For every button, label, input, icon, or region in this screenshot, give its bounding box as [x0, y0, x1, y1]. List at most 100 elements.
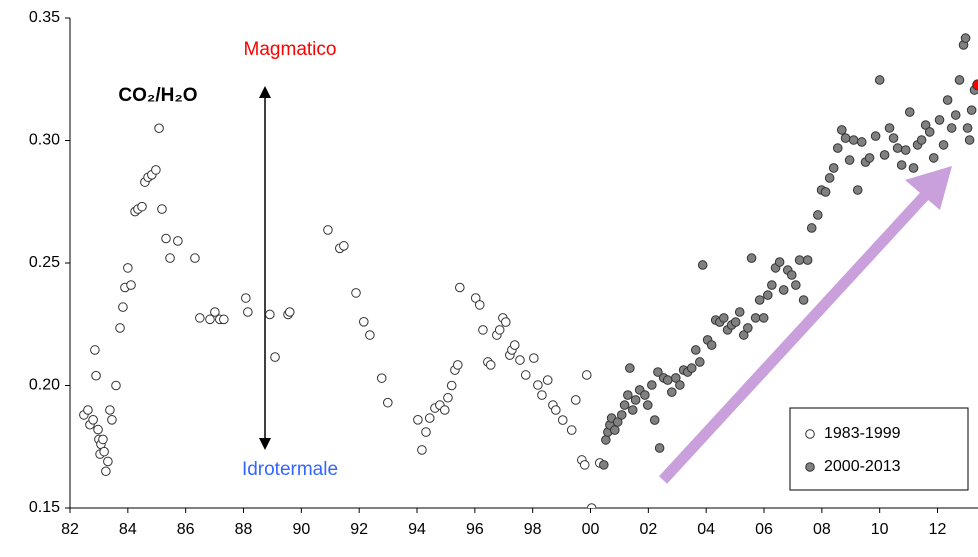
- point: [647, 380, 657, 390]
- point: [730, 317, 741, 327]
- point: [802, 255, 813, 265]
- x-tick-label: 04: [697, 521, 715, 538]
- point: [339, 241, 349, 251]
- point: [832, 143, 843, 153]
- point: [579, 460, 590, 470]
- point: [323, 225, 333, 235]
- annotation: CO₂/H₂O: [118, 85, 197, 106]
- point: [966, 105, 977, 115]
- point: [241, 293, 251, 303]
- point: [675, 380, 685, 390]
- point: [93, 424, 103, 435]
- point: [601, 435, 611, 445]
- point: [879, 150, 890, 160]
- point: [284, 307, 295, 317]
- point: [118, 302, 128, 312]
- point: [105, 405, 115, 415]
- point: [137, 201, 147, 212]
- point: [630, 395, 641, 405]
- point: [83, 405, 93, 415]
- point: [509, 340, 520, 350]
- point: [904, 107, 915, 117]
- point: [446, 380, 457, 391]
- point: [570, 395, 581, 405]
- point: [581, 370, 592, 380]
- point: [928, 153, 939, 163]
- legend-label: 1983-1999: [824, 425, 901, 442]
- point: [529, 353, 539, 363]
- point: [485, 360, 496, 370]
- point: [107, 415, 117, 425]
- x-tick-label: 88: [235, 521, 253, 538]
- point: [824, 173, 835, 183]
- point: [946, 123, 957, 133]
- point: [892, 143, 903, 153]
- point: [619, 400, 630, 410]
- point: [99, 446, 109, 457]
- point: [90, 345, 100, 355]
- legend-marker: [805, 462, 815, 472]
- point: [424, 413, 435, 423]
- y-tick-label: 0.30: [29, 132, 60, 149]
- point: [154, 123, 164, 134]
- x-tick-label: 00: [582, 521, 600, 538]
- point: [610, 425, 620, 435]
- point: [557, 415, 568, 425]
- legend: [789, 407, 969, 491]
- x-tick-label: 08: [813, 521, 831, 538]
- point: [195, 313, 205, 323]
- x-tick-label: 86: [177, 521, 195, 538]
- point: [964, 135, 975, 145]
- point: [616, 410, 627, 420]
- point: [666, 387, 677, 397]
- point: [219, 314, 229, 325]
- point: [111, 380, 121, 391]
- point: [908, 163, 919, 173]
- point: [840, 133, 851, 143]
- point: [654, 443, 665, 453]
- x-tick-label: 96: [466, 521, 484, 538]
- point: [662, 375, 673, 385]
- point: [754, 295, 765, 305]
- point: [243, 307, 253, 317]
- point: [888, 133, 899, 143]
- point: [686, 363, 697, 373]
- point: [599, 460, 609, 470]
- point: [884, 123, 895, 133]
- x-tick-label: 82: [61, 521, 79, 538]
- point: [623, 390, 633, 400]
- legend-marker: [805, 429, 815, 439]
- point: [365, 330, 375, 340]
- plot-area: [79, 33, 978, 508]
- point: [520, 370, 531, 380]
- point: [627, 405, 638, 415]
- point: [351, 288, 361, 298]
- point: [844, 155, 855, 165]
- point: [115, 323, 125, 333]
- point: [697, 260, 708, 270]
- point: [916, 135, 927, 145]
- point: [452, 360, 463, 370]
- point: [537, 390, 547, 400]
- point: [642, 400, 653, 410]
- legend-label: 2000-2013: [824, 458, 901, 475]
- x-tick-label: 02: [639, 521, 657, 538]
- y-tick-label: 0.15: [29, 499, 60, 516]
- x-tick-label: 98: [524, 521, 542, 538]
- point: [640, 390, 650, 400]
- point: [774, 257, 785, 267]
- point: [455, 282, 465, 293]
- point: [767, 280, 777, 290]
- point: [791, 280, 801, 290]
- point: [161, 233, 171, 244]
- point: [443, 392, 453, 403]
- point: [98, 434, 108, 445]
- point: [695, 357, 705, 367]
- point: [474, 300, 485, 310]
- point: [551, 405, 561, 415]
- point: [778, 285, 789, 295]
- point: [413, 415, 423, 425]
- point: [671, 373, 681, 383]
- point: [173, 236, 183, 246]
